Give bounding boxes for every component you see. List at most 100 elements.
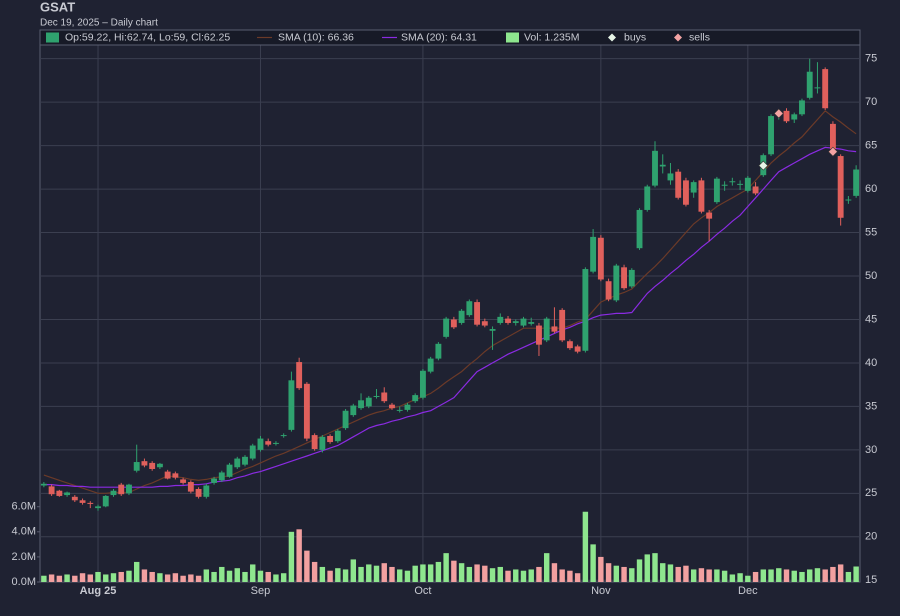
candle-body: [419, 370, 426, 398]
volume-bar: [451, 560, 457, 582]
candle-body: [404, 404, 411, 410]
volume-bar: [690, 569, 697, 582]
y-tick-label: 40: [865, 357, 877, 369]
volume-bar: [853, 566, 859, 582]
volume-bar: [760, 569, 767, 582]
volume-bar: [482, 565, 488, 582]
candle-body: [559, 309, 566, 341]
y2-tick-label: 4.0M: [12, 526, 36, 538]
volume-bar: [164, 574, 171, 582]
candle-body: [566, 341, 573, 349]
candle-body: [667, 173, 674, 181]
volume-bar: [513, 569, 519, 582]
volume-bar: [613, 565, 620, 582]
candle-body: [71, 496, 78, 501]
candle-body: [551, 326, 558, 332]
volume-bar: [660, 563, 666, 582]
volume-bar: [574, 573, 581, 582]
volume-bar: [435, 561, 442, 582]
volume-bar: [110, 573, 117, 582]
volume-bar: [265, 571, 271, 582]
candle-body: [211, 478, 217, 483]
candle-body: [303, 383, 310, 439]
candle-body: [683, 180, 689, 205]
volume-bar: [814, 568, 821, 582]
legend-swatch: [506, 32, 519, 43]
volume-bar: [342, 569, 349, 582]
volume-bar: [311, 561, 318, 582]
y-tick-label: 30: [865, 444, 877, 456]
candle-body: [628, 269, 635, 287]
volume-bar: [180, 575, 186, 582]
chart-subtitle: Dec 19, 2025 – Daily chart: [40, 18, 158, 29]
volume-bar: [242, 571, 248, 582]
candle-body: [497, 316, 504, 323]
volume-bar: [358, 566, 364, 582]
volume-bar: [335, 568, 341, 582]
volume-bar: [714, 569, 720, 582]
volume-bar: [582, 511, 589, 582]
volume-bar: [698, 568, 705, 582]
candle-body: [590, 236, 597, 272]
x-tick-label: Dec: [738, 585, 758, 597]
candle-body: [752, 186, 759, 194]
volume-bar: [72, 575, 78, 582]
candle-body: [698, 180, 705, 212]
volume-bar: [845, 571, 852, 582]
volume-bar: [605, 563, 612, 582]
candle-body: [481, 321, 488, 326]
volume-bar: [505, 570, 511, 582]
legend-label: Vol: 1.235M: [524, 31, 579, 43]
x-tick-label: Aug 25: [80, 585, 117, 597]
candle-body: [218, 472, 225, 481]
candle-body: [536, 325, 542, 345]
candle-body: [474, 302, 481, 325]
candle-body: [466, 301, 473, 316]
y2-tick-label: 2.0M: [12, 551, 36, 563]
candle-body: [443, 318, 450, 337]
candle-body: [396, 409, 403, 411]
volume-bar: [79, 573, 86, 582]
volume-bar: [327, 570, 333, 582]
volume-bar: [652, 553, 658, 582]
legend-label: SMA (10): 66.36: [278, 31, 354, 43]
candle-body: [435, 343, 442, 359]
candle-body: [791, 114, 798, 120]
candle-body: [358, 400, 364, 409]
legend-swatch: [608, 33, 616, 42]
volume-bar: [837, 564, 844, 582]
volume-bar: [211, 571, 217, 582]
candle-body: [389, 404, 395, 409]
candle-body: [273, 442, 279, 444]
candle-body: [226, 464, 233, 477]
candle-body: [737, 183, 744, 185]
volume-bar: [103, 574, 109, 582]
candle-body: [327, 435, 334, 443]
volume-bar: [489, 568, 496, 582]
volume-bar: [644, 554, 650, 582]
candle-body: [280, 435, 287, 437]
volume-bar: [195, 575, 202, 582]
volume-bar: [172, 573, 179, 582]
volume-bar: [822, 569, 828, 582]
candle-body: [40, 483, 47, 486]
y-tick-label: 55: [865, 226, 877, 238]
volume-bar: [520, 570, 527, 582]
volume-bar: [373, 565, 380, 582]
y-tick-label: 65: [865, 140, 877, 152]
candle-body: [520, 318, 527, 326]
candle-body: [118, 484, 125, 495]
volume-bar: [250, 564, 256, 582]
candle-body: [164, 471, 171, 479]
volume-bar: [590, 544, 596, 582]
candle-body: [257, 438, 264, 450]
candle-body: [806, 71, 813, 98]
candle-body: [334, 430, 341, 442]
candle-body: [350, 405, 357, 416]
volume-bar: [48, 574, 55, 582]
sma-line: [43, 109, 857, 494]
candle-body: [64, 492, 71, 496]
candle-body: [288, 380, 295, 430]
volume-bar: [629, 568, 635, 582]
candle-body: [458, 310, 465, 323]
